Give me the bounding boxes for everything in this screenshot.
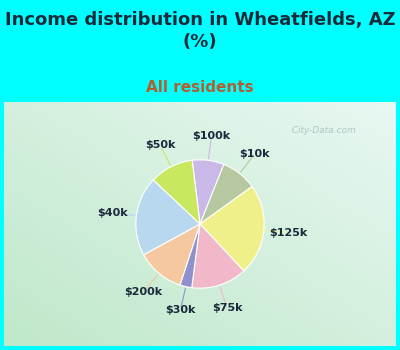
Wedge shape: [153, 160, 200, 224]
Text: $50k: $50k: [145, 140, 175, 150]
Text: $30k: $30k: [165, 305, 196, 315]
Text: $40k: $40k: [97, 208, 128, 218]
Text: City-Data.com: City-Data.com: [286, 126, 356, 135]
Text: $75k: $75k: [212, 303, 242, 313]
Wedge shape: [144, 224, 200, 285]
Wedge shape: [136, 180, 200, 255]
Wedge shape: [200, 164, 252, 224]
Wedge shape: [192, 160, 224, 224]
Wedge shape: [180, 224, 200, 288]
Text: $100k: $100k: [192, 131, 230, 141]
Text: $125k: $125k: [269, 228, 307, 238]
Text: $200k: $200k: [124, 287, 162, 297]
Wedge shape: [200, 187, 264, 271]
Text: Income distribution in Wheatfields, AZ
(%): Income distribution in Wheatfields, AZ (…: [5, 10, 395, 51]
Text: $10k: $10k: [239, 149, 270, 159]
Wedge shape: [192, 224, 244, 288]
Text: All residents: All residents: [146, 80, 254, 96]
